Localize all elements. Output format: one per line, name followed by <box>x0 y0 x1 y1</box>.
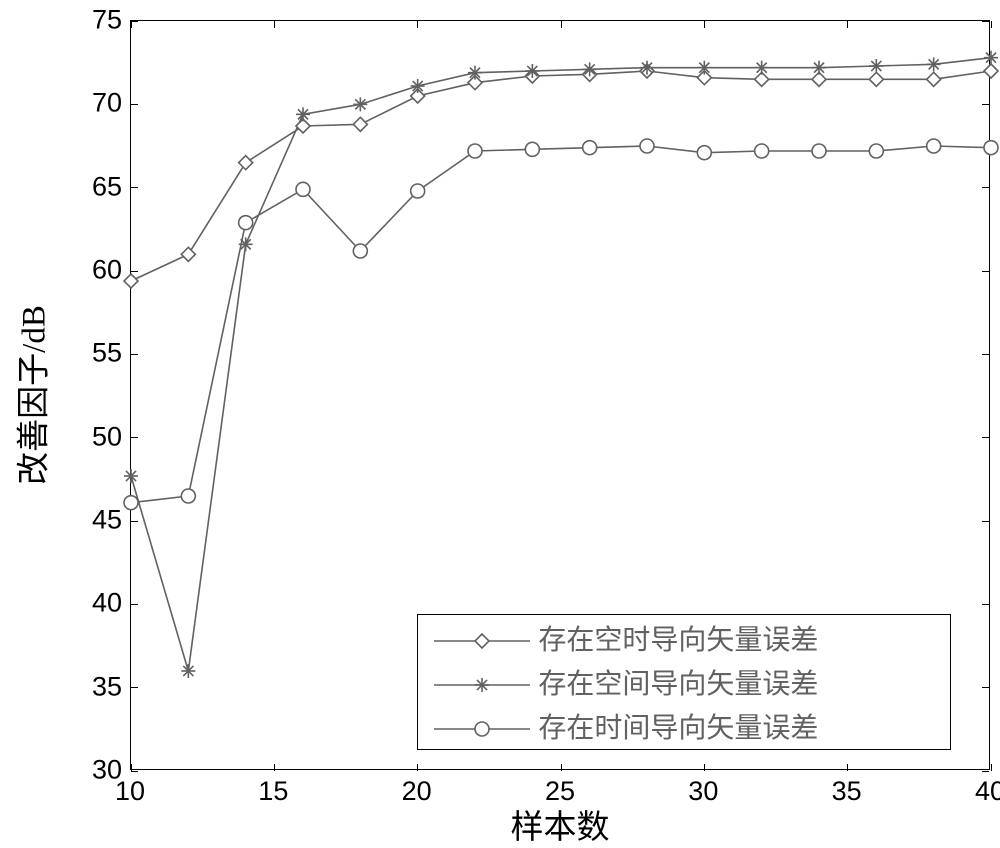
xtick-label: 30 <box>688 778 718 805</box>
xtick-label: 25 <box>545 778 575 805</box>
ytick-label: 35 <box>62 673 122 700</box>
ytick-label: 75 <box>62 7 122 34</box>
xtick-label: 20 <box>402 778 432 805</box>
series-spacetime <box>131 71 991 281</box>
xtick-label: 10 <box>115 778 145 805</box>
xtick-label: 40 <box>975 778 1000 805</box>
xtick-label: 15 <box>258 778 288 805</box>
x-axis-label: 样本数 <box>511 812 610 845</box>
series-space <box>131 58 991 671</box>
legend-label-1: 存在空间导向矢量误差 <box>538 671 818 699</box>
legend-label-2: 存在时间导向矢量误差 <box>538 715 818 743</box>
series-time <box>131 146 991 503</box>
ytick-label: 60 <box>62 257 122 284</box>
ytick-label: 65 <box>62 173 122 200</box>
ytick-label: 50 <box>62 423 122 450</box>
ytick-label: 40 <box>62 590 122 617</box>
ytick-label: 30 <box>62 757 122 784</box>
ytick-label: 45 <box>62 507 122 534</box>
legend-label-0: 存在空时导向矢量误差 <box>538 627 818 655</box>
ytick-label: 70 <box>62 90 122 117</box>
plot-area: 存在空时导向矢量误差 存在空间导向矢量误差 存在时间导向矢量误差 <box>130 20 990 770</box>
legend-box: 存在空时导向矢量误差 存在空间导向矢量误差 存在时间导向矢量误差 <box>417 614 950 751</box>
y-axis-label: 改善因子/dB <box>19 305 52 485</box>
ytick-label: 55 <box>62 340 122 367</box>
xtick-label: 35 <box>832 778 862 805</box>
